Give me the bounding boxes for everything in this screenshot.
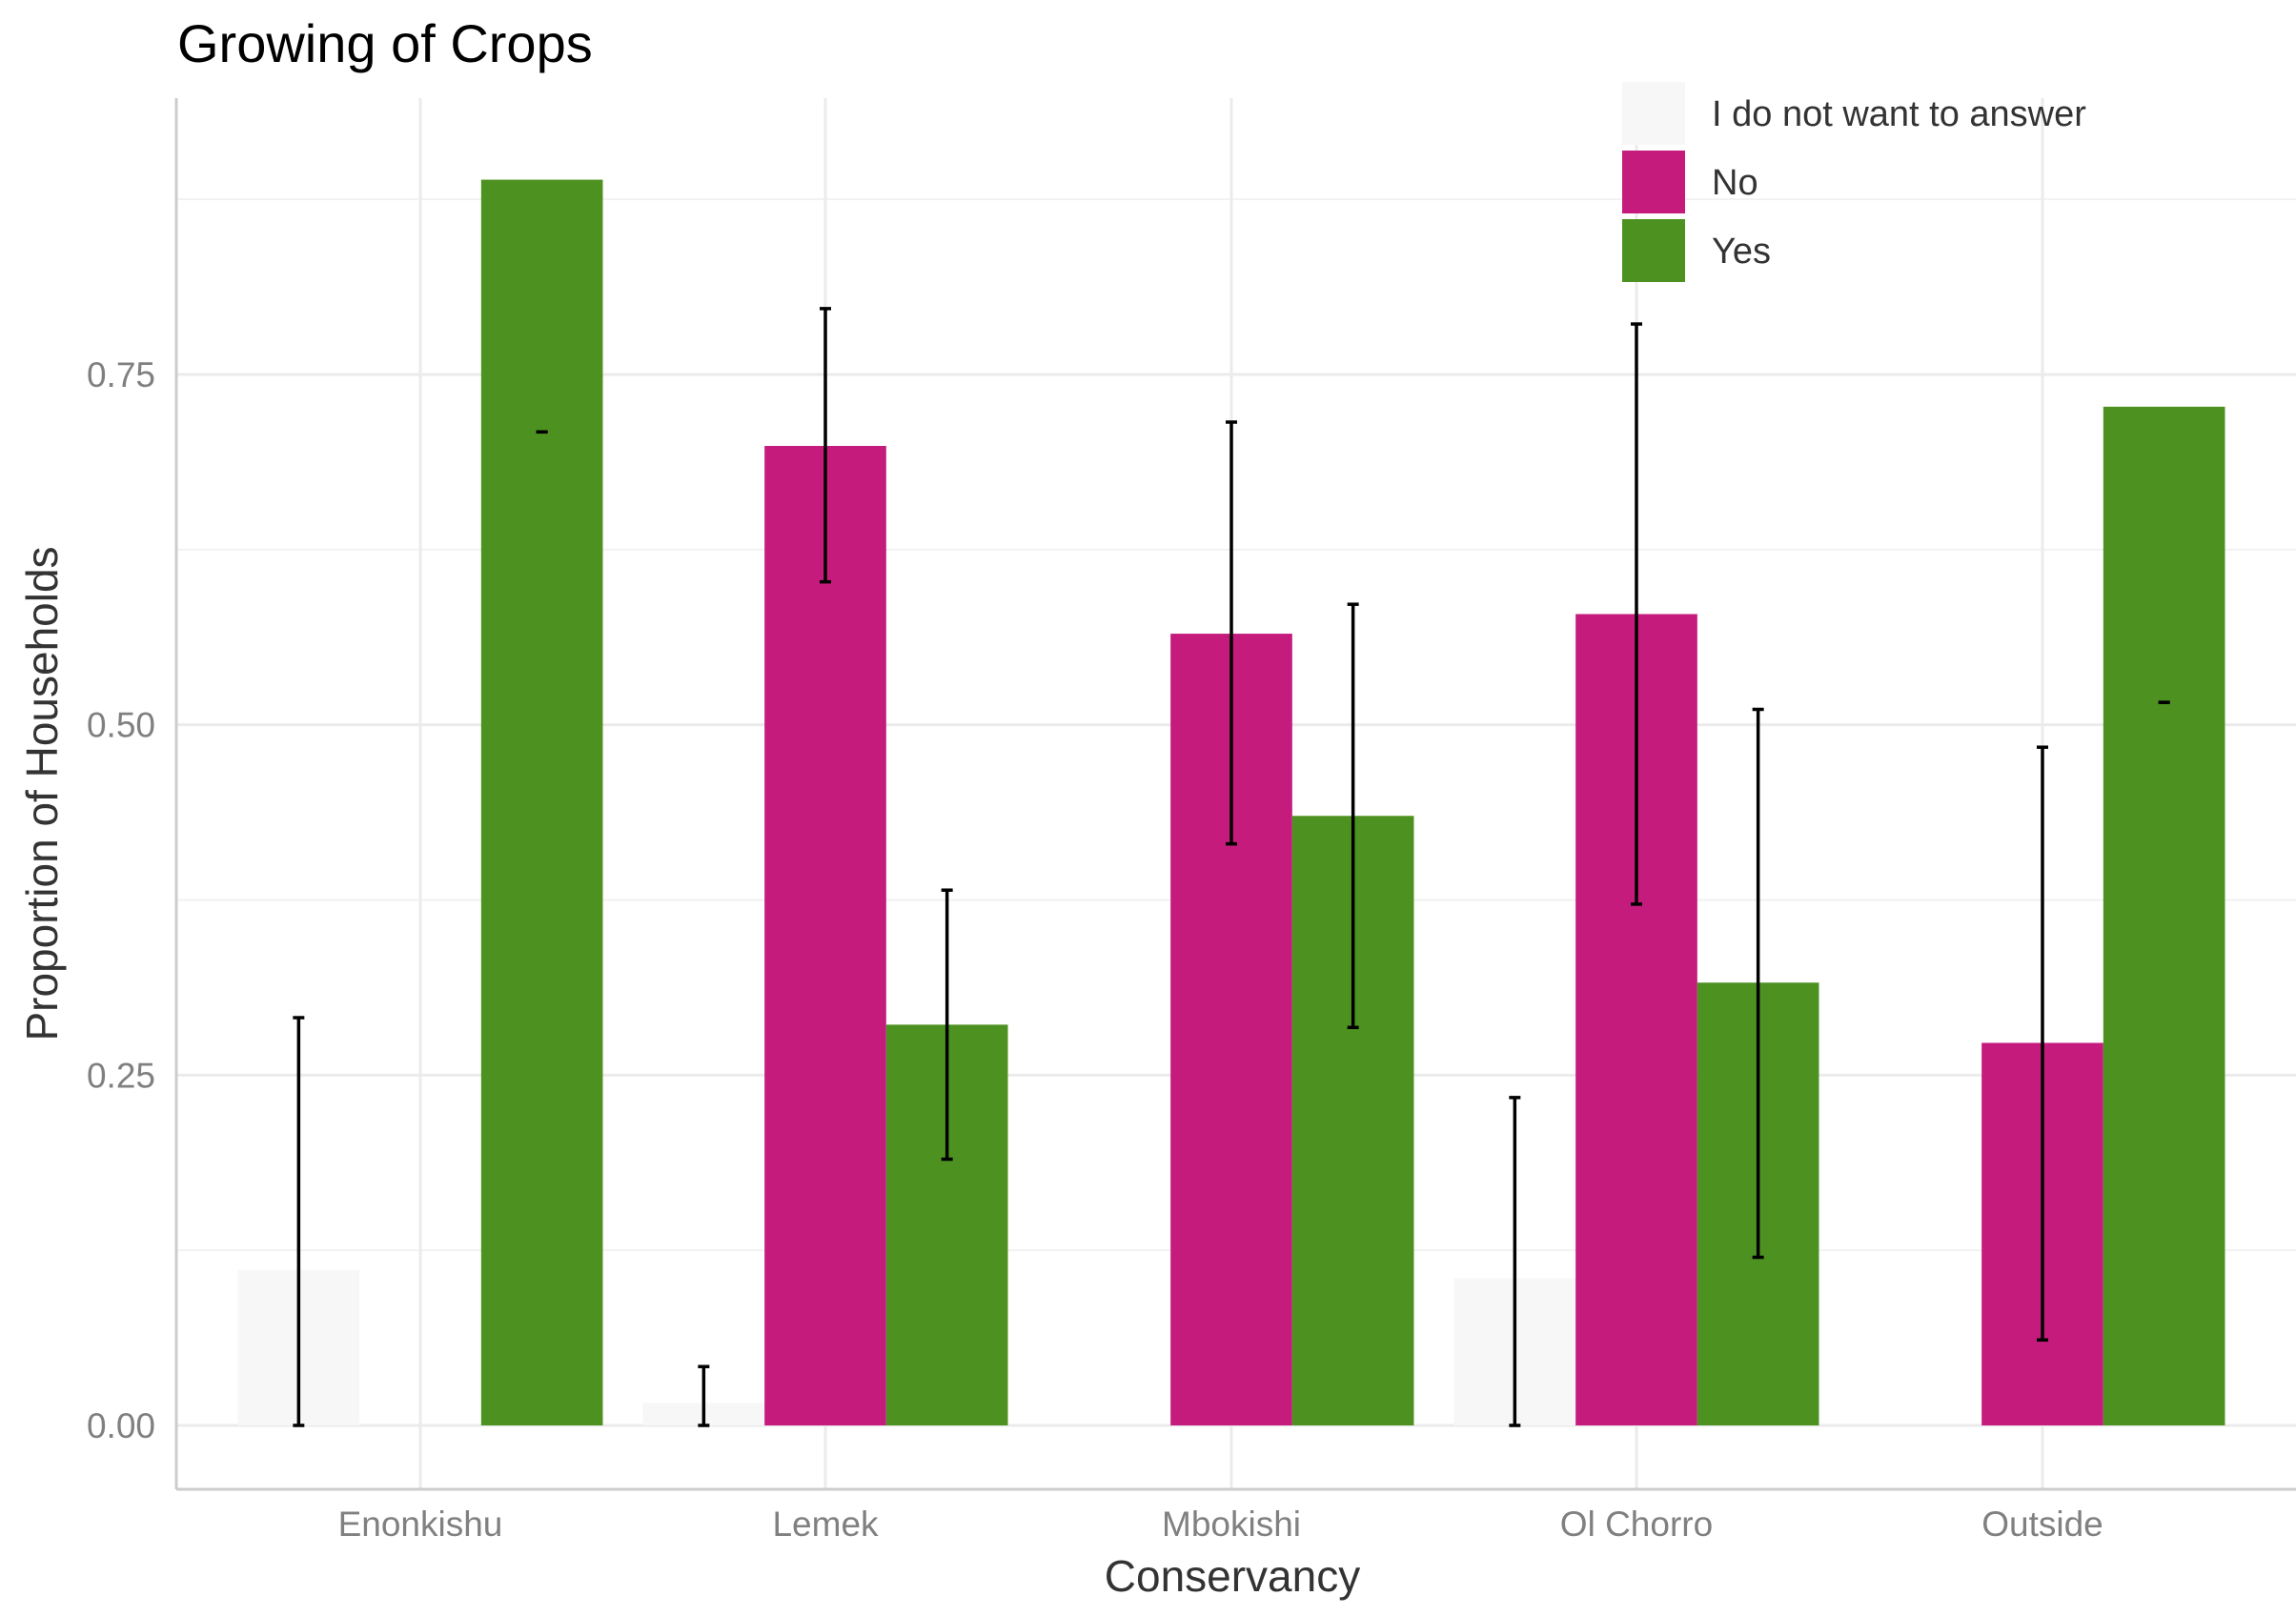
x-tick-label: Mbokishi <box>1162 1505 1301 1544</box>
error-bar-ol-chorro-no <box>1631 322 1642 906</box>
x-tick-label: Enonkishu <box>338 1505 503 1544</box>
bar-enonkishu-yes <box>480 179 603 1425</box>
x-axis-title: Conservancy <box>1105 1551 1360 1601</box>
legend-label: I do not want to answer <box>1712 94 2086 134</box>
legend-key-yes <box>1622 219 1685 282</box>
bar-lemek-no <box>764 446 886 1425</box>
error-bar-mbokishi-no <box>1226 420 1237 846</box>
error-bar-ol-chorro-i-do-not-want-to-answer <box>1509 1096 1521 1427</box>
legend: I do not want to answer No Yes <box>1622 82 2086 282</box>
y-tick-label: 0.25 <box>87 1056 155 1095</box>
bar-outside-yes <box>2103 406 2225 1426</box>
x-tick-label: Lemek <box>772 1505 879 1544</box>
legend-key-no <box>1622 151 1685 213</box>
y-tick-label: 0.75 <box>87 355 155 394</box>
y-tick-label: 0.50 <box>87 706 155 745</box>
error-bar-ol-chorro-yes <box>1752 707 1764 1260</box>
x-tick-labels: Enonkishu Lemek Mbokishi Ol Chorro Outside <box>338 1505 2103 1544</box>
error-bar-lemek-i-do-not-want-to-answer <box>698 1364 710 1427</box>
axes <box>174 98 2296 1491</box>
y-tick-label: 0.00 <box>87 1406 155 1445</box>
error-bar-mbokishi-yes <box>1347 602 1359 1030</box>
bars <box>237 179 2225 1426</box>
legend-label: No <box>1712 163 1758 203</box>
legend-key-i-do-not-want-to-answer <box>1622 82 1685 145</box>
x-tick-label: Ol Chorro <box>1560 1505 1713 1544</box>
y-tick-labels: 0.00 0.25 0.50 0.75 <box>87 355 155 1445</box>
error-bar-enonkishu-i-do-not-want-to-answer <box>293 1016 305 1427</box>
error-bar-outside-no <box>2037 745 2048 1343</box>
error-bar-lemek-yes <box>941 888 953 1162</box>
chart-title: Growing of Crops <box>177 13 593 73</box>
y-axis-title: Proportion of Households <box>17 546 67 1040</box>
error-bars <box>293 307 2170 1427</box>
x-tick-label: Outside <box>1981 1505 2103 1544</box>
error-bar-lemek-no <box>820 307 831 584</box>
legend-label: Yes <box>1712 232 1771 272</box>
